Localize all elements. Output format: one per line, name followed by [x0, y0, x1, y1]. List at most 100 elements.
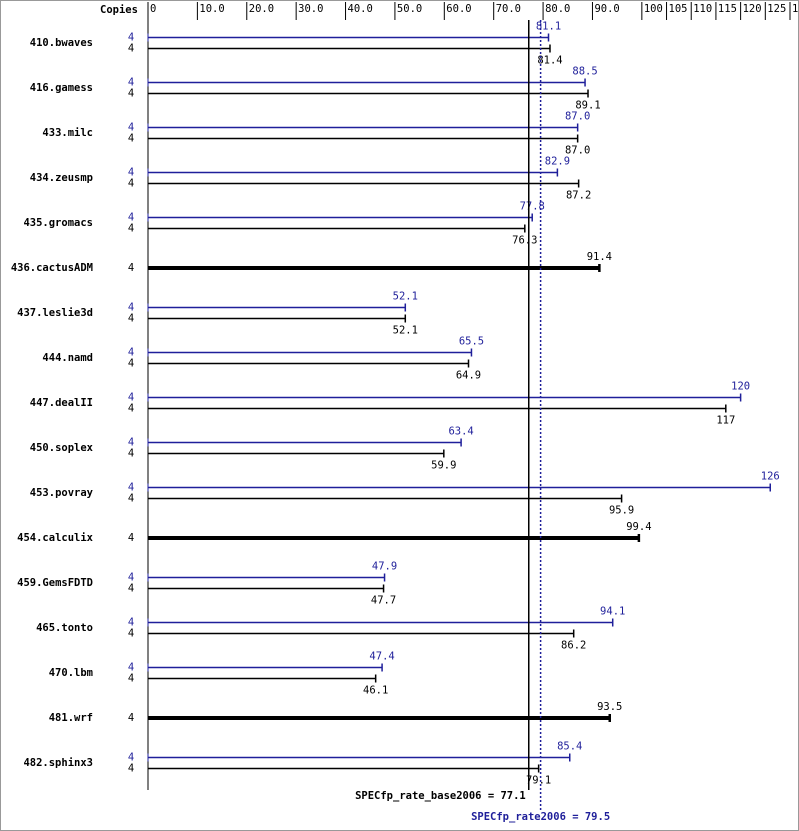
value-label: 117 — [716, 415, 735, 427]
benchmark-name: 444.namd — [42, 352, 93, 364]
benchmark-name: 482.sphinx3 — [23, 757, 93, 769]
value-label: 47.4 — [369, 651, 394, 663]
benchmark-name: 437.leslie3d — [17, 307, 93, 319]
value-label: 77.8 — [520, 201, 545, 213]
value-label: 47.7 — [371, 595, 396, 607]
value-label: 81.1 — [536, 21, 561, 33]
copies: 4 — [128, 392, 134, 404]
copies: 4 — [128, 628, 134, 640]
x-tick-label: 120 — [743, 3, 762, 15]
copies: 4 — [128, 662, 134, 674]
x-tick-label: 50.0 — [397, 3, 422, 15]
value-label: 76.3 — [512, 235, 537, 247]
value-label: 95.9 — [609, 505, 634, 517]
copies: 4 — [128, 133, 134, 145]
benchmark-name: 410.bwaves — [30, 37, 93, 49]
copies: 4 — [128, 178, 134, 190]
value-label: 52.1 — [393, 291, 418, 303]
value-label: 87.2 — [566, 190, 591, 202]
reference-label: SPECfp_rate_base2006 = 77.1 — [355, 790, 526, 802]
copies: 4 — [128, 167, 134, 179]
x-tick-label: 40.0 — [348, 3, 373, 15]
copies: 4 — [128, 572, 134, 584]
benchmark-name: 465.tonto — [36, 622, 93, 634]
copies: 4 — [128, 763, 134, 775]
copies: 4 — [128, 583, 134, 595]
copies: 4 — [128, 358, 134, 370]
x-tick-label: 115 — [718, 3, 737, 15]
copies: 4 — [128, 482, 134, 494]
copies: 4 — [128, 712, 134, 724]
value-label: 81.4 — [537, 55, 562, 67]
copies: 4 — [128, 673, 134, 685]
x-tick-label: 125 — [767, 3, 786, 15]
copies: 4 — [128, 313, 134, 325]
copies: 4 — [128, 403, 134, 415]
copies: 4 — [128, 532, 134, 544]
copies: 4 — [128, 493, 134, 505]
copies: 4 — [128, 212, 134, 224]
value-label: 126 — [761, 471, 780, 483]
copies: 4 — [128, 32, 134, 44]
copies: 4 — [128, 448, 134, 460]
x-tick-label: 30.0 — [298, 3, 323, 15]
benchmark-name: 447.dealII — [30, 397, 93, 409]
benchmark-name: 481.wrf — [49, 712, 93, 724]
benchmark-name: 453.povray — [30, 487, 94, 499]
copies: 4 — [128, 617, 134, 629]
x-tick-label: 105 — [669, 3, 688, 15]
x-tick-label: 100 — [644, 3, 663, 15]
copies: 4 — [128, 262, 134, 274]
value-label: 91.4 — [587, 251, 612, 263]
value-label: 52.1 — [393, 325, 418, 337]
x-tick-label: 10.0 — [199, 3, 224, 15]
copies: 4 — [128, 752, 134, 764]
copies: 4 — [128, 347, 134, 359]
copies: 4 — [128, 223, 134, 235]
copies: 4 — [128, 437, 134, 449]
value-label: 64.9 — [456, 370, 481, 382]
benchmark-name: 416.gamess — [30, 82, 93, 94]
value-label: 82.9 — [545, 156, 570, 168]
value-label: 89.1 — [575, 100, 600, 112]
x-tick-label: 110 — [693, 3, 712, 15]
benchmark-name: 436.cactusADM — [11, 262, 93, 274]
value-label: 88.5 — [572, 66, 597, 78]
value-label: 47.9 — [372, 561, 397, 573]
benchmark-name: 459.GemsFDTD — [17, 577, 93, 589]
x-tick-label: 0 — [150, 3, 156, 15]
benchmark-name: 470.lbm — [49, 667, 93, 679]
benchmark-name: 454.calculix — [17, 532, 94, 544]
value-label: 87.0 — [565, 111, 590, 123]
value-label: 59.9 — [431, 460, 456, 472]
value-label: 46.1 — [363, 685, 388, 697]
copies: 4 — [128, 122, 134, 134]
value-label: 120 — [731, 381, 750, 393]
x-tick-label: 60.0 — [446, 3, 471, 15]
benchmark-name: 433.milc — [42, 127, 93, 139]
x-tick-label: 20.0 — [249, 3, 274, 15]
copies: 4 — [128, 43, 134, 55]
copies: 4 — [128, 88, 134, 100]
value-label: 63.4 — [448, 426, 473, 438]
x-tick-label: 130 — [792, 3, 799, 15]
value-label: 86.2 — [561, 640, 586, 652]
value-label: 99.4 — [626, 521, 651, 533]
value-label: 85.4 — [557, 741, 582, 753]
copies: 4 — [128, 77, 134, 89]
reference-label: SPECfp_rate2006 = 79.5 — [471, 811, 610, 823]
value-label: 94.1 — [600, 606, 625, 618]
x-tick-label: 90.0 — [594, 3, 619, 15]
benchmark-name: 450.soplex — [30, 442, 94, 454]
value-label: 87.0 — [565, 145, 590, 157]
copies-header: Copies — [100, 4, 138, 16]
benchmark-name: 435.gromacs — [23, 217, 93, 229]
value-label: 65.5 — [459, 336, 484, 348]
x-tick-label: 70.0 — [496, 3, 521, 15]
value-label: 79.1 — [526, 775, 551, 787]
x-tick-label: 80.0 — [545, 3, 570, 15]
copies: 4 — [128, 302, 134, 314]
benchmark-name: 434.zeusmp — [30, 172, 93, 184]
